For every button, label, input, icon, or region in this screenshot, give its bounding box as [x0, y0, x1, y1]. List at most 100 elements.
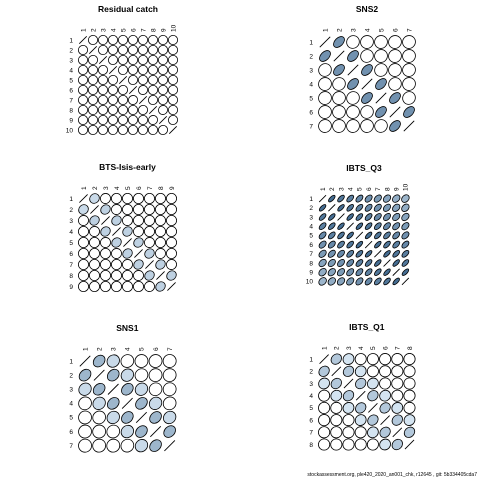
- corr-ellipse: [120, 368, 134, 382]
- corr-ellipse: [346, 249, 355, 258]
- corr-ellipse: [166, 270, 177, 281]
- corr-ellipse: [337, 231, 345, 240]
- row-tick-label: 1: [69, 196, 73, 203]
- corr-ellipse: [379, 438, 391, 451]
- corr-ellipse: [78, 281, 89, 292]
- corr-ellipse: [379, 377, 392, 390]
- corr-ellipse: [392, 259, 400, 267]
- corr-ellipse: [383, 277, 391, 286]
- corr-ellipse: [78, 368, 92, 382]
- corr-ellipse: [137, 74, 149, 86]
- corr-ellipse: [392, 277, 400, 286]
- col-tick-label: 2: [336, 28, 343, 32]
- diagonal-line: [156, 271, 165, 280]
- corr-ellipse: [97, 104, 109, 116]
- corr-ellipse: [355, 240, 364, 249]
- corr-ellipse: [148, 396, 163, 410]
- col-tick-label: 4: [347, 187, 354, 191]
- corr-ellipse: [135, 397, 148, 410]
- corr-ellipse: [347, 78, 359, 90]
- corr-ellipse: [138, 105, 148, 115]
- corr-ellipse: [355, 259, 364, 267]
- corr-ellipse: [100, 204, 111, 215]
- corr-ellipse: [122, 204, 133, 215]
- row-tick-label: 5: [69, 415, 73, 422]
- corr-ellipse: [346, 91, 360, 105]
- corr-ellipse: [127, 54, 139, 66]
- col-tick-label: 6: [153, 347, 160, 351]
- corr-ellipse: [78, 237, 89, 248]
- row-tick-label: 2: [69, 372, 73, 379]
- corr-ellipse: [87, 104, 99, 116]
- col-tick-label: 3: [350, 28, 357, 32]
- corr-ellipse: [111, 237, 122, 248]
- corr-ellipse: [318, 389, 331, 402]
- corr-ellipse: [147, 34, 159, 46]
- corr-ellipse: [155, 226, 166, 237]
- row-tick-label: 4: [69, 229, 73, 236]
- corr-ellipse: [127, 64, 139, 76]
- corr-ellipse: [392, 240, 401, 249]
- corr-ellipse: [122, 270, 133, 281]
- col-tick-label: 2: [96, 347, 103, 351]
- corr-ellipse: [401, 259, 410, 267]
- corr-ellipse: [318, 119, 332, 133]
- corr-ellipse: [327, 240, 336, 249]
- corr-ellipse: [337, 240, 345, 249]
- diagonal-line: [108, 65, 118, 75]
- row-tick-label: 6: [69, 87, 73, 94]
- corr-ellipse: [364, 194, 373, 203]
- corr-ellipse: [107, 114, 119, 126]
- corr-ellipse: [360, 35, 374, 49]
- corr-ellipse: [318, 240, 327, 249]
- corr-ellipse: [355, 194, 364, 203]
- corr-ellipse: [166, 226, 177, 237]
- corr-ellipse: [127, 44, 139, 56]
- row-tick-label: 7: [309, 430, 313, 437]
- row-tick-label: 1: [69, 358, 73, 365]
- corr-ellipse: [354, 438, 367, 451]
- corr-ellipse: [403, 353, 416, 366]
- row-tick-label: 4: [309, 223, 313, 230]
- corr-ellipse: [122, 248, 133, 259]
- corr-ellipse: [383, 250, 391, 258]
- corr-ellipse: [383, 222, 391, 231]
- corr-ellipse: [121, 382, 134, 396]
- corr-ellipse: [388, 63, 402, 77]
- row-tick-label: 6: [69, 429, 73, 436]
- corr-ellipse: [391, 402, 404, 414]
- corr-ellipse: [401, 212, 410, 222]
- corr-ellipse: [383, 240, 391, 249]
- corr-ellipse: [106, 354, 120, 368]
- corr-ellipse: [89, 270, 100, 281]
- corr-ellipse: [374, 268, 382, 276]
- corr-ellipse: [77, 64, 89, 76]
- corr-ellipse: [383, 231, 391, 240]
- corr-ellipse: [111, 215, 122, 226]
- corr-ellipse: [137, 64, 149, 76]
- corr-ellipse: [89, 226, 100, 237]
- corr-ellipse: [122, 193, 133, 204]
- corr-ellipse: [318, 222, 327, 231]
- corr-ellipse: [392, 203, 401, 212]
- corr-ellipse: [401, 194, 410, 203]
- corr-ellipse: [318, 277, 327, 286]
- col-tick-label: 8: [407, 346, 414, 350]
- corr-ellipse: [342, 353, 355, 365]
- corr-ellipse: [388, 35, 402, 49]
- corr-ellipse: [347, 50, 359, 62]
- corr-ellipse: [134, 368, 149, 382]
- corr-ellipse: [373, 203, 382, 212]
- row-tick-label: 8: [69, 107, 73, 114]
- corr-ellipse: [97, 94, 109, 106]
- corr-ellipse: [89, 259, 100, 270]
- diagonal-line: [403, 120, 415, 132]
- row-tick-label: 9: [69, 117, 73, 124]
- corr-ellipse: [403, 389, 416, 402]
- corr-ellipse: [332, 105, 346, 119]
- corr-ellipse: [108, 55, 118, 65]
- corr-ellipse: [117, 114, 129, 126]
- col-tick-label: 4: [125, 347, 132, 351]
- corr-ellipse: [403, 426, 416, 438]
- corr-ellipse: [374, 119, 388, 133]
